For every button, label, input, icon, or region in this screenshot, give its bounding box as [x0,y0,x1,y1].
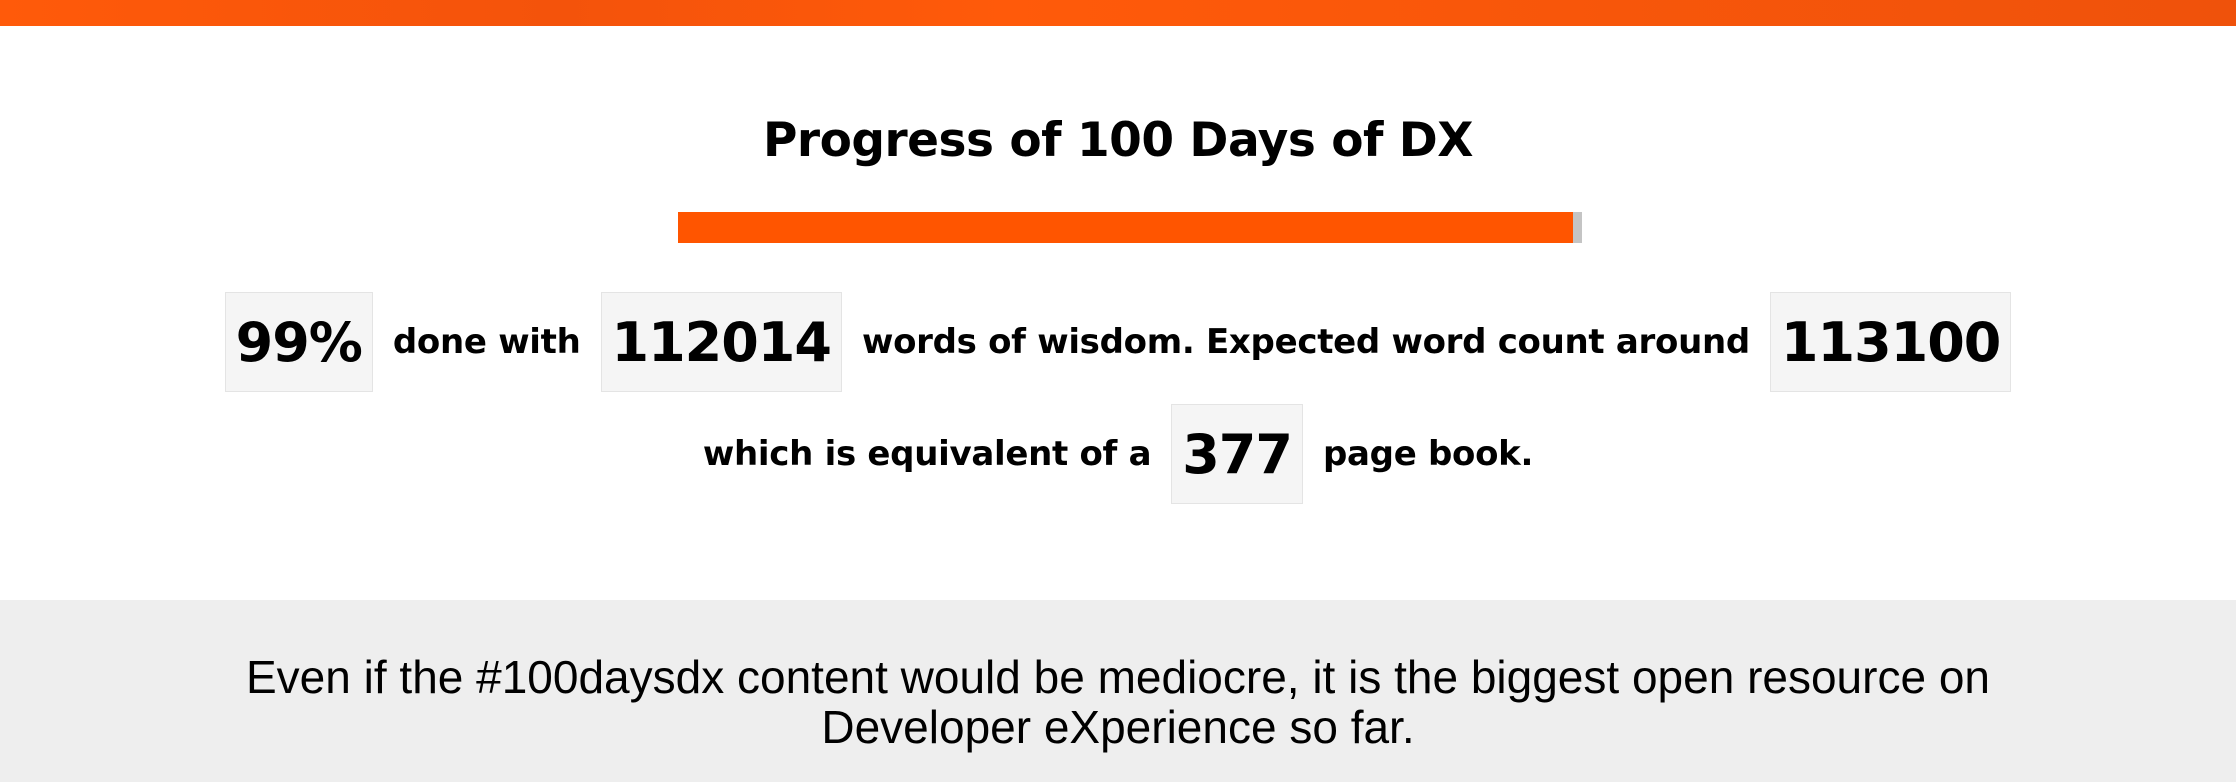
quote-section: Even if the #100daysdx content would be … [0,600,2236,782]
progress-title: Progress of 100 Days of DX [762,113,1474,168]
words-expected-text: words of wisdom. Expected word count aro… [861,322,1750,362]
percent-done-value: 99% [224,292,373,392]
top-accent-bar [0,0,2236,26]
equivalent-text: which is equivalent of a [702,434,1152,474]
footer-quote: Even if the #100daysdx content would be … [246,651,1990,753]
done-with-text: done with [392,322,581,362]
progress-bar-fill [678,212,1573,243]
stats-line-words: 99% done with 112014 words of wisdom. Ex… [0,291,2236,393]
page-book-text: page book. [1322,434,1534,474]
stats-line-pages: which is equivalent of a 377 page book. [0,403,2236,505]
progress-bar [678,212,1582,243]
progress-section: Progress of 100 Days of DX 99% done with… [0,26,2236,600]
expected-word-count-value: 113100 [1769,292,2012,392]
word-count-value: 112014 [600,292,842,392]
page-count-value: 377 [1171,404,1303,504]
